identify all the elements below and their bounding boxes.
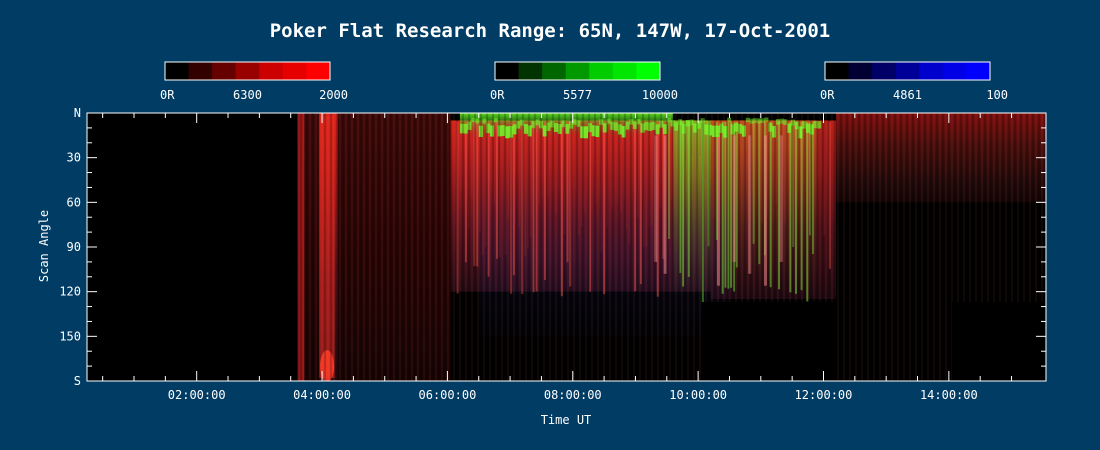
colorbar-swatch [966, 62, 991, 80]
colorbar-swatch [895, 62, 920, 80]
colorbar-max-label: 2000 [319, 88, 348, 102]
y-axis-label: Scan Angle [37, 210, 51, 282]
x-tick-label: 10:00:00 [669, 388, 727, 402]
x-tick-label: 14:00:00 [920, 388, 978, 402]
x-tick-label: 04:00:00 [293, 388, 351, 402]
colorbar-swatch [942, 62, 967, 80]
colorbar-swatch [825, 62, 850, 80]
texture-overlay [296, 113, 1046, 381]
colorbar-swatch [212, 62, 237, 80]
colorbar-swatch [495, 62, 520, 80]
colorbar-swatch [518, 62, 543, 80]
x-tick-label: 08:00:00 [544, 388, 602, 402]
colorbar-legend: 0R 6300 2000 0R 5577 10000 0R 4861 100 [160, 61, 1008, 102]
colorbar-min-label: 0R [490, 88, 505, 102]
colorbar-4861: 0R 4861 100 [820, 61, 1008, 102]
colorbar-wavelength-label: 6300 [233, 88, 262, 102]
y-tick-label: S [74, 374, 81, 388]
keogram-plot-area [87, 113, 1046, 381]
x-tick-label: 02:00:00 [168, 388, 226, 402]
colorbar-swatch [165, 62, 190, 80]
x-axis-label: Time UT [541, 413, 592, 427]
x-tick-label: 12:00:00 [795, 388, 853, 402]
no-data-region [87, 113, 297, 381]
colorbar-max-label: 100 [986, 88, 1008, 102]
y-tick-label: N [74, 106, 81, 120]
colorbar-wavelength-label: 4861 [893, 88, 922, 102]
colorbar-swatch [565, 62, 590, 80]
colorbar-swatch [235, 62, 260, 80]
colorbar-6300: 0R 6300 2000 [160, 61, 348, 102]
y-tick-label: 120 [59, 285, 81, 299]
colorbar-swatch [282, 62, 307, 80]
colorbar-swatch [259, 62, 284, 80]
y-tick-label: 60 [67, 195, 81, 209]
colorbar-wavelength-label: 5577 [563, 88, 592, 102]
colorbar-5577: 0R 5577 10000 [490, 61, 678, 102]
masked-block [701, 302, 837, 381]
axes: 02:00:00 04:00:00 06:00:00 08:00:00 10:00:00… [59, 106, 1047, 402]
colorbar-swatch [848, 62, 873, 80]
masked-block [951, 302, 1046, 381]
colorbar-swatch [542, 62, 567, 80]
colorbar-swatch [919, 62, 944, 80]
colorbar-frame [164, 61, 331, 81]
colorbar-min-label: 0R [820, 88, 835, 102]
y-tick-label: 150 [59, 329, 81, 343]
colorbar-frame [824, 61, 991, 81]
x-tick-label: 06:00:00 [419, 388, 477, 402]
colorbar-swatch [872, 62, 897, 80]
colorbar-swatch [636, 62, 661, 80]
chart-title: Poker Flat Research Range: 65N, 147W, 17… [270, 20, 831, 42]
colorbar-swatch [306, 62, 331, 80]
colorbar-max-label: 10000 [642, 88, 678, 102]
colorbar-frame [494, 61, 661, 81]
colorbar-swatch [589, 62, 614, 80]
colorbar-swatch [188, 62, 213, 80]
colorbar-swatch [612, 62, 637, 80]
y-tick-label: 90 [67, 240, 81, 254]
colorbar-min-label: 0R [160, 88, 175, 102]
y-tick-label: 30 [67, 151, 81, 165]
